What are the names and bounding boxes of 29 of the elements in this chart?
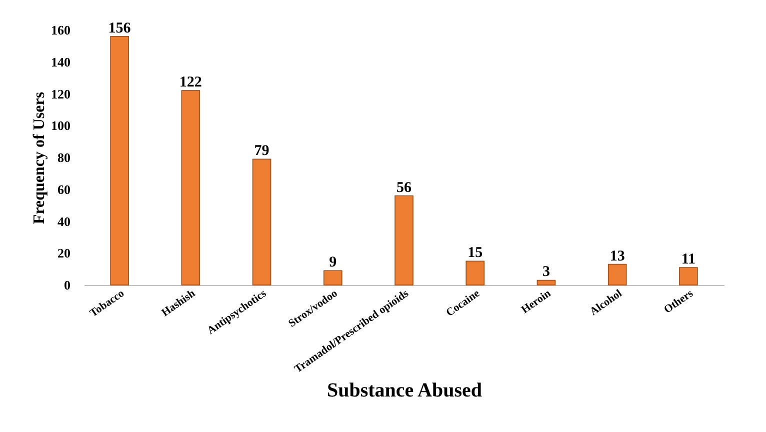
bar — [466, 260, 485, 286]
bar — [252, 158, 272, 286]
bar — [608, 264, 627, 286]
data-label: 11 — [681, 251, 696, 268]
y-tick-label: 40 — [58, 214, 70, 229]
data-label: 13 — [610, 248, 625, 264]
data-label: 3 — [542, 264, 550, 280]
bar — [181, 90, 200, 286]
y-tick-label: 140 — [51, 54, 70, 70]
data-label: 15 — [468, 245, 483, 262]
y-tick-label: 120 — [51, 86, 70, 102]
data-label: 9 — [329, 254, 337, 271]
bar — [110, 36, 129, 286]
y-tick-label: 80 — [58, 150, 70, 165]
data-label: 156 — [108, 20, 132, 36]
data-label: 79 — [254, 143, 270, 160]
y-tick-label: 0 — [64, 278, 70, 292]
bar — [394, 195, 414, 286]
data-label: 122 — [179, 74, 202, 91]
y-tick-label: 160 — [51, 22, 70, 38]
bar — [323, 270, 342, 286]
x-axis-title: Substance Abused — [326, 380, 482, 402]
y-tick-label: 20 — [58, 246, 70, 261]
bar — [679, 267, 698, 286]
y-tick-label: 60 — [58, 182, 70, 197]
bar — [536, 280, 556, 286]
data-label: 56 — [396, 180, 412, 196]
y-tick-label: 100 — [51, 118, 70, 134]
y-axis-title: Frequency of Users — [31, 92, 48, 224]
